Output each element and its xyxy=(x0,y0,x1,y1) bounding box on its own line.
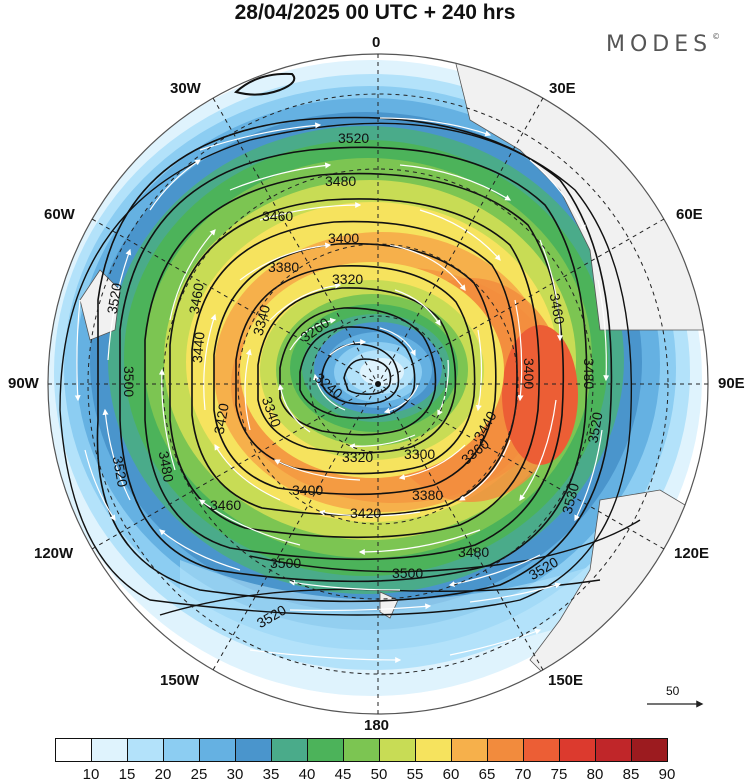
lon-label-60w: 60W xyxy=(44,206,75,223)
colorbar-tick-label: 15 xyxy=(118,766,136,783)
colorbar-swatch xyxy=(415,738,452,762)
contour-label: 3440 xyxy=(189,331,208,364)
lon-label-30e: 30E xyxy=(549,80,576,97)
colorbar-tick-label: 20 xyxy=(154,766,172,783)
colorbar-swatch xyxy=(307,738,344,762)
contour-label: 3400 xyxy=(521,358,537,389)
colorbar-swatch xyxy=(559,738,596,762)
contour-label: 3340 xyxy=(250,303,274,337)
isolated-contour xyxy=(233,72,296,96)
colorbar-swatch xyxy=(91,738,128,762)
lon-label-180: 180 xyxy=(364,717,390,734)
map-title: 28/04/2025 00 UTC + 240 hrs xyxy=(234,1,516,24)
colorbar-tick-label: 80 xyxy=(586,766,604,783)
contour-label: 3460 xyxy=(262,208,293,224)
contour-label: 3400 xyxy=(292,482,323,498)
colorbar-swatch xyxy=(271,738,308,762)
colorbar-swatch xyxy=(523,738,560,762)
contour-label: 3420 xyxy=(211,402,232,436)
lon-label-90e: 90E xyxy=(718,375,745,392)
contour-label: 3380 xyxy=(412,487,443,503)
lon-label-30w: 30W xyxy=(170,80,201,97)
modes-logo: MODES© xyxy=(606,32,720,57)
brand-name: MODES xyxy=(606,32,713,57)
colorbar-tick-label: 35 xyxy=(262,766,280,783)
copyright-mark: © xyxy=(712,32,721,41)
colorbar-swatch xyxy=(631,738,668,762)
contour-label: 3530 xyxy=(559,481,583,515)
colorbar-tick-label: 65 xyxy=(478,766,496,783)
contour-label: 3480 xyxy=(325,173,356,189)
colorbar-swatch xyxy=(451,738,488,762)
lon-label-150e: 150E xyxy=(548,672,584,689)
lon-label-0: 0 xyxy=(372,34,381,51)
contour-label: 3460 xyxy=(210,497,241,513)
colorbar-tick-label: 40 xyxy=(298,766,316,783)
contour-label: 3500 xyxy=(121,366,137,397)
colorbar-tick-label: 70 xyxy=(514,766,532,783)
colorbar-tick-label: 55 xyxy=(406,766,424,783)
contour-label: 3480 xyxy=(458,544,489,560)
colorbar-tick-label: 75 xyxy=(550,766,568,783)
colorbar-tick-label: 90 xyxy=(658,766,676,783)
south-pole-marker xyxy=(375,381,381,387)
colorbar-swatch xyxy=(595,738,632,762)
contour-label: 3460 xyxy=(186,282,207,316)
contour-label: 3400 xyxy=(328,230,359,246)
contour-label: 3480 xyxy=(156,450,177,484)
wind-speed-colorbar xyxy=(55,738,668,762)
lon-label-120e: 120E xyxy=(674,545,710,562)
contour-label: 3380 xyxy=(268,259,299,275)
colorbar-swatch xyxy=(199,738,236,762)
colorbar-tick-label: 45 xyxy=(334,766,352,783)
colorbar-tick-label: 25 xyxy=(190,766,208,783)
contour-label: 3500 xyxy=(392,565,423,581)
colorbar-swatch xyxy=(487,738,524,762)
lon-label-60e: 60E xyxy=(676,206,703,223)
contour-label: 3520 xyxy=(338,130,369,146)
colorbar-swatch xyxy=(379,738,416,762)
map-disk xyxy=(48,54,708,714)
colorbar-tick-label: 30 xyxy=(226,766,244,783)
contour-label: 3460 xyxy=(547,292,568,326)
wind-speed-shading xyxy=(48,60,702,696)
contour-label: 3320 xyxy=(332,271,363,287)
lon-label-150w: 150W xyxy=(160,672,200,689)
lon-label-120w: 120W xyxy=(34,545,74,562)
colorbar-swatch xyxy=(55,738,92,762)
lon-label-90w: 90W xyxy=(8,375,39,392)
contour-label: 3500 xyxy=(270,555,301,571)
colorbar-swatch xyxy=(127,738,164,762)
contour-label: 3300 xyxy=(404,446,435,462)
wind-streamlines xyxy=(74,117,610,663)
contour-label: 3480 xyxy=(581,358,597,389)
contour-label: 3320 xyxy=(342,449,373,465)
colorbar-swatch xyxy=(235,738,272,762)
colorbar-tick-label: 10 xyxy=(82,766,100,783)
colorbar-swatch xyxy=(343,738,380,762)
contour-label: 3420 xyxy=(350,505,381,521)
contour-label: 3520 xyxy=(584,411,605,445)
colorbar-tick-label: 85 xyxy=(622,766,640,783)
contour-label: 3520 xyxy=(104,282,125,316)
contour-label: 3520 xyxy=(110,455,131,489)
reference-vector-label: 50 xyxy=(666,684,680,698)
colorbar-tick-label: 50 xyxy=(370,766,388,783)
colorbar-tick-label: 60 xyxy=(442,766,460,783)
colorbar-swatch xyxy=(163,738,200,762)
